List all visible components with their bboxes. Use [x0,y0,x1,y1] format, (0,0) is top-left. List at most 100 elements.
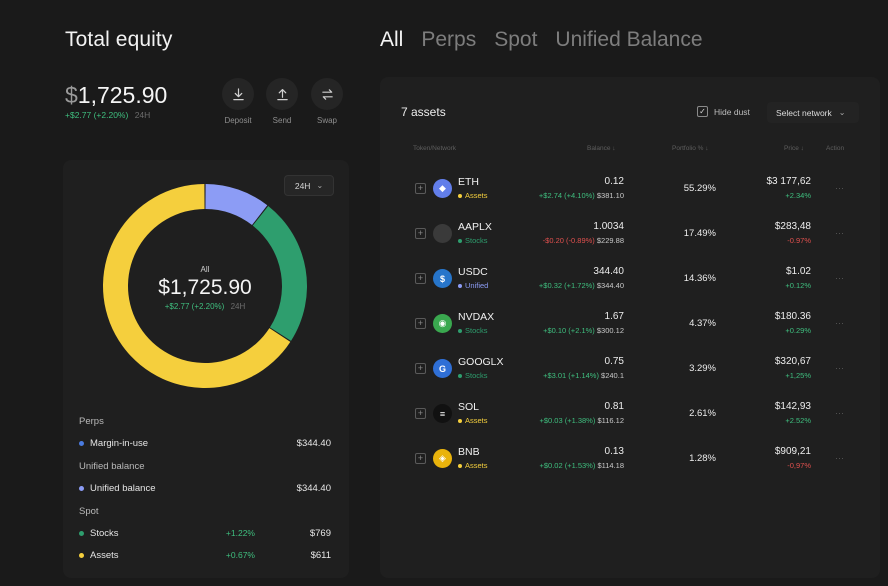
header-action: Action [826,145,845,152]
category-label: Unified [465,281,489,290]
expand-plus-icon[interactable]: + [415,408,426,419]
price-change: -0.97% [787,236,811,245]
category-dot [458,238,462,243]
legend-change: +0.67% [225,550,255,560]
hide-dust-label: Hide dust [714,106,750,117]
checkbox-checked-icon[interactable]: ✓ [697,106,708,117]
token-price: $3 177,62 [766,176,812,187]
token-price: $1.02 [785,266,811,277]
legend-amount: $344.40 [296,482,331,494]
balance-amount: 0.13 [604,446,624,457]
legend-label: Unified balance [90,482,156,494]
token-icon-glyph: ≡ [439,408,446,419]
tab-perps[interactable]: Perps [421,28,477,51]
price-change: +1,25% [785,371,811,380]
more-actions-icon[interactable]: ··· [835,183,844,193]
equity-donut-chart [101,182,309,390]
price-change: +2.52% [785,416,811,425]
expand-plus-icon[interactable]: + [415,183,426,194]
token-icon: ≡ [433,404,452,423]
expand-plus-icon[interactable]: + [415,453,426,464]
token-icon-glyph: ◉ [438,318,447,328]
balance-change: +$3.01 (+1.14%) [543,371,599,380]
category-label: Stocks [465,326,488,335]
more-actions-icon[interactable]: ··· [835,453,844,463]
category-dot [458,283,462,288]
header-price[interactable]: Price ↓ [784,145,804,152]
table-row[interactable]: + ◆ ETH Assets 0.12 +$2.74 (+4.10%) $381.10 55… [380,171,880,215]
table-row[interactable]: + G GOOGLX Stocks 0.75 +$3.01 (+1.14%) $240.1… [380,351,880,395]
balance-change-line: +$0.03 (+1.38%) $116.12 [539,416,624,425]
token-category: Assets [458,461,488,470]
balance-amount: 1.0034 [593,221,624,232]
balance-usd: $240.1 [601,371,624,380]
token-icon: G [433,359,452,378]
header-portfolio[interactable]: Portfolio % ↓ [672,145,709,152]
portfolio-percent: 1.28% [689,453,716,464]
header-balance[interactable]: Balance ↓ [587,145,616,152]
token-icon: $ [433,269,452,288]
more-actions-icon[interactable]: ··· [835,228,844,238]
tab-unified-balance[interactable]: Unified Balance [555,28,703,51]
token-icon-glyph: ◈ [439,453,446,463]
portfolio-percent: 4.37% [689,318,716,329]
token-icon-glyph: ◆ [439,183,446,193]
more-actions-icon[interactable]: ··· [835,318,844,328]
expand-plus-icon[interactable]: + [415,363,426,374]
balance-usd: $116.12 [597,416,624,425]
hide-dust-toggle[interactable]: ✓ Hide dust [697,106,750,117]
legend-dot [79,485,84,491]
tab-spot[interactable]: Spot [494,28,538,51]
donut-center-value: $1,725.90 [158,276,252,299]
balance-usd: $114.18 [597,461,624,470]
donut-segment [252,205,307,341]
category-label: Assets [465,191,488,200]
token-price: $320,67 [774,356,811,367]
balance-usd: $300.12 [596,326,624,335]
legend-group-spot: Spot [79,506,99,517]
donut-svg [103,184,307,388]
token-symbol: NVDAX [458,311,495,323]
category-label: Assets [465,416,488,425]
table-row[interactable]: + ◉ NVDAX Stocks 1.67 +$0.10 (+2.1%) $300.12 4… [380,306,880,350]
expand-plus-icon[interactable]: + [415,273,426,284]
send-button[interactable]: Send [260,78,304,125]
token-price: $142,93 [774,401,811,412]
category-dot [458,373,462,378]
legend-label: Stocks [90,527,119,539]
tab-all[interactable]: All [380,28,404,51]
token-category: Assets [458,191,488,200]
legend-row-unified: Unified balance $344.40 [79,481,333,495]
balance-change-value: +$2.77 (+2.20%) [65,110,129,120]
balance-change-line: +$3.01 (+1.14%) $240.1 [543,371,624,380]
legend-row-margin: Margin-in-use $344.40 [79,436,333,450]
donut-center-change: +$2.77 (+2.20%) 24H [101,302,309,311]
assets-card [380,77,880,578]
more-actions-icon[interactable]: ··· [835,408,844,418]
swap-icon [311,78,343,110]
balance-change-line: +$2.74 (+4.10%) $381.10 [539,191,624,200]
balance-change: +$0.02 (+1.53%) [539,461,596,470]
table-row[interactable]: + ◈ BNB Assets 0.13 +$0.02 (+1.53%) $114.18 1.… [380,441,880,485]
legend-row-stocks: Stocks +1.22% $769 [79,526,333,540]
table-row[interactable]: + $ USDC Unified 344.40 +$0.32 (+1.72%) $344.… [380,261,880,305]
period-select[interactable]: 24H ⌄ [284,175,334,196]
more-actions-icon[interactable]: ··· [835,363,844,373]
more-actions-icon[interactable]: ··· [835,273,844,283]
send-label: Send [272,116,292,125]
expand-plus-icon[interactable]: + [415,228,426,239]
balance-change: +$2.77 (+2.20%) 24H [65,110,150,120]
table-row[interactable]: + AAPLX Stocks 1.0034 -$0.20 (-0.89%) $229.8… [380,216,880,260]
portfolio-percent: 2.61% [689,408,716,419]
network-select[interactable]: Select network ⌄ [767,102,859,123]
token-symbol: ETH [458,176,479,188]
token-icon-glyph: $ [439,273,445,284]
swap-label: Swap [316,116,337,125]
deposit-button[interactable]: Deposit [216,78,260,125]
expand-plus-icon[interactable]: + [415,318,426,329]
legend-group-unified: Unified balance [79,461,145,472]
legend-label: Margin-in-use [90,437,149,449]
swap-button[interactable]: Swap [305,78,349,125]
table-row[interactable]: + ≡ SOL Assets 0.81 +$0.03 (+1.38%) $116.12 2.… [380,396,880,440]
donut-center-label: All [200,265,210,274]
